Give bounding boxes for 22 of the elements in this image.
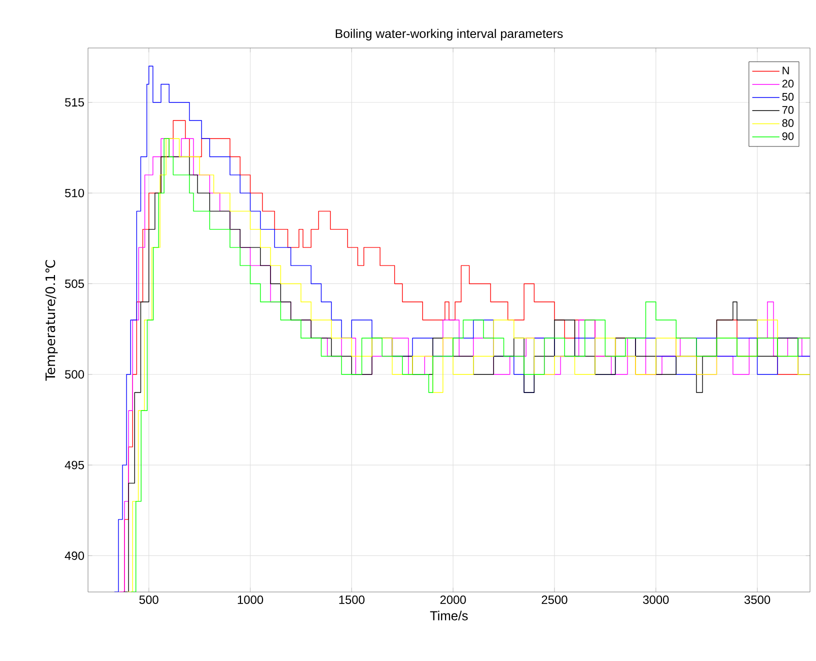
x-tick-label: 500 xyxy=(139,596,158,604)
y-tick-label: 505 xyxy=(65,279,84,288)
x-tick-label: 3000 xyxy=(643,596,669,604)
y-tick-label: 495 xyxy=(64,460,84,470)
legend-label: 70 xyxy=(782,106,794,114)
x-axis-title: Time/s xyxy=(430,610,468,620)
legend-label: 50 xyxy=(782,92,794,101)
x-tick-label: 1000 xyxy=(238,596,264,604)
y-tick-label: 500 xyxy=(65,370,84,379)
legend-label: 80 xyxy=(782,119,794,127)
x-tick-label: 3500 xyxy=(744,596,770,604)
chart-title: Boiling water-working interval parameters xyxy=(336,28,563,40)
x-tick-label: 2000 xyxy=(440,596,466,604)
y-tick-label: 490 xyxy=(64,551,84,560)
legend-label: N xyxy=(782,66,789,74)
y-axis-title: Temperature/0.1℃ xyxy=(45,260,58,381)
legend-label: 20 xyxy=(782,80,794,88)
y-tick-label: 515 xyxy=(65,98,84,107)
x-tick-label: 1500 xyxy=(339,596,364,604)
legend-label: 90 xyxy=(782,132,794,140)
y-tick-label: 510 xyxy=(65,188,84,198)
x-tick-label: 2500 xyxy=(542,596,568,604)
